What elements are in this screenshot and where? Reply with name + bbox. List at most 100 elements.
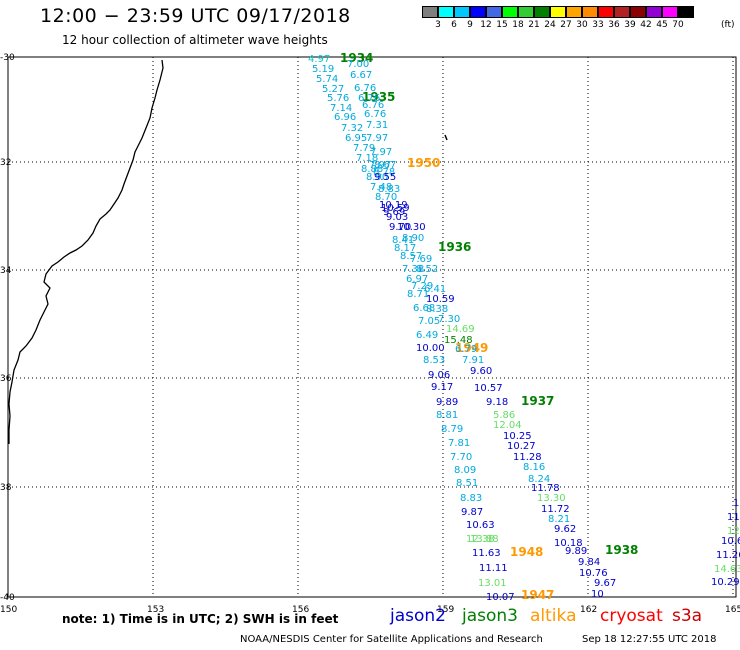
legend-s3a: s3a bbox=[672, 606, 703, 626]
wave-height-value: 13.01 bbox=[478, 578, 507, 589]
wave-height-value: 7.97 bbox=[370, 147, 392, 158]
wave-height-value: 10.29 bbox=[711, 577, 740, 588]
wave-height-value: 10.63 bbox=[466, 520, 495, 531]
wave-height-value: 10.59 bbox=[426, 294, 455, 305]
wave-height-value: 7.79 bbox=[353, 143, 375, 154]
wave-height-value: 11. bbox=[733, 498, 740, 509]
color-swatch bbox=[550, 6, 566, 18]
wave-height-value: 9.06 bbox=[428, 370, 450, 381]
wave-height-value: 7.00 bbox=[347, 59, 369, 70]
wave-height-value: 6.95 bbox=[345, 133, 367, 144]
color-scale-label: 3 bbox=[435, 20, 441, 30]
wave-height-value: 9.18 bbox=[486, 397, 508, 408]
wave-height-value: 9.89 bbox=[565, 546, 587, 557]
wave-height-value: 6.67 bbox=[350, 70, 372, 81]
wave-height-value: 9.55 bbox=[374, 172, 396, 183]
wave-height-value: 8.21 bbox=[548, 514, 570, 525]
wave-height-value: 8.71 bbox=[407, 289, 429, 300]
wave-height-value: 7.14 bbox=[330, 103, 352, 114]
wave-height-value: 6.76 bbox=[362, 100, 384, 111]
wave-height-value: 9.62 bbox=[554, 524, 576, 535]
wave-height-value: 8.88 bbox=[361, 164, 383, 175]
longitude-label: 150 bbox=[0, 605, 17, 615]
wave-height-value: 11.78 bbox=[531, 483, 560, 494]
wave-height-value: 8.38 bbox=[426, 304, 448, 315]
latitude-label: 38 bbox=[0, 483, 12, 493]
wave-height-value: 9.03 bbox=[386, 212, 408, 223]
pass-label: 1935 bbox=[362, 90, 395, 104]
wave-height-value: 11.11 bbox=[479, 563, 508, 574]
color-scale-label: 9 bbox=[467, 20, 473, 30]
footer-credit: NOAA/NESDIS Center for Satellite Applica… bbox=[240, 634, 543, 645]
wave-height-value: 9.89 bbox=[436, 397, 458, 408]
wave-height-value: 6.41 bbox=[424, 284, 446, 295]
wave-height-value: 6.96 bbox=[334, 112, 356, 123]
wave-height-value: 6.49 bbox=[416, 330, 438, 341]
wave-height-value: 11.63 bbox=[472, 548, 501, 559]
color-swatch bbox=[502, 6, 518, 18]
color-scale-label: 36 bbox=[608, 20, 620, 30]
wave-height-value: 11.28 bbox=[513, 452, 542, 463]
wave-height-value: 13.88 bbox=[470, 534, 499, 545]
color-swatch bbox=[438, 6, 454, 18]
wave-height-value: 8.53 bbox=[423, 355, 445, 366]
color-swatch bbox=[454, 6, 470, 18]
wave-height-value: 9.67 bbox=[594, 578, 616, 589]
wave-height-value: 8.79 bbox=[441, 424, 463, 435]
wave-height-value: 7.97 bbox=[366, 133, 388, 144]
wave-height-value: 8.16 bbox=[523, 462, 545, 473]
color-scale-label: 33 bbox=[592, 20, 604, 30]
wave-height-value: 9.60 bbox=[470, 366, 492, 377]
pass-label: 1938 bbox=[605, 543, 638, 557]
wave-height-value: 7.97 bbox=[369, 160, 391, 171]
wave-height-value: 14.69 bbox=[446, 324, 475, 335]
color-scale-unit: (ft) bbox=[721, 20, 735, 30]
color-swatch bbox=[518, 6, 534, 18]
wave-height-value: 4.97 bbox=[308, 54, 330, 65]
wave-height-value: 10 bbox=[591, 589, 604, 600]
color-swatch bbox=[678, 6, 694, 18]
wave-height-value: 12.38 bbox=[466, 534, 495, 545]
wave-height-value: 6.79 bbox=[455, 344, 477, 355]
color-swatch bbox=[646, 6, 662, 18]
wave-height-value: 6.97 bbox=[406, 274, 428, 285]
wave-height-value: 8.90 bbox=[402, 233, 424, 244]
legend-jason3: jason3 bbox=[462, 606, 518, 626]
color-swatch bbox=[534, 6, 550, 18]
wave-height-value: 12. bbox=[727, 526, 740, 537]
wave-height-value: 7.70 bbox=[450, 452, 472, 463]
longitude-label: 153 bbox=[147, 605, 164, 615]
pass-label: 1950 bbox=[407, 156, 440, 170]
color-swatch bbox=[630, 6, 646, 18]
wave-height-value: 6.68 bbox=[413, 303, 435, 314]
wave-height-value: 7.91 bbox=[462, 355, 484, 366]
wave-height-value: 14.63 bbox=[714, 564, 740, 575]
color-scale-label: 24 bbox=[544, 20, 556, 30]
wave-height-value: 10.30 bbox=[397, 222, 426, 233]
wave-height-value: 8.24 bbox=[528, 474, 550, 485]
wave-height-value: 7.38 bbox=[402, 264, 424, 275]
wave-height-value: 5.19 bbox=[312, 64, 334, 75]
legend-altika: altika bbox=[530, 606, 577, 626]
wave-height-value: 8.41 bbox=[392, 235, 414, 246]
wave-height-value: 7.30 bbox=[438, 314, 460, 325]
wave-height-value: 7.81 bbox=[448, 438, 470, 449]
wave-height-value: 7.29 bbox=[411, 281, 433, 292]
color-scale-label: 70 bbox=[672, 20, 684, 30]
wave-height-value: 8.67 bbox=[374, 160, 396, 171]
color-swatch bbox=[486, 6, 502, 18]
color-swatch bbox=[422, 6, 438, 18]
wave-height-value: 7.31 bbox=[366, 120, 388, 131]
color-swatch bbox=[598, 6, 614, 18]
wave-height-value: 8.52 bbox=[416, 264, 438, 275]
color-scale-label: 21 bbox=[528, 20, 540, 30]
latitude-label: 32 bbox=[0, 158, 11, 168]
wave-height-value: 13.30 bbox=[537, 493, 566, 504]
wave-height-value: 6.76 bbox=[364, 109, 386, 120]
wave-height-value: 6.76 bbox=[358, 93, 380, 104]
wave-height-value: 8.09 bbox=[454, 465, 476, 476]
latitude-label: -30 bbox=[0, 53, 15, 63]
color-scale-label: 42 bbox=[640, 20, 652, 30]
color-scale-label: 27 bbox=[560, 20, 572, 30]
pass-label: 1947 bbox=[521, 588, 554, 602]
